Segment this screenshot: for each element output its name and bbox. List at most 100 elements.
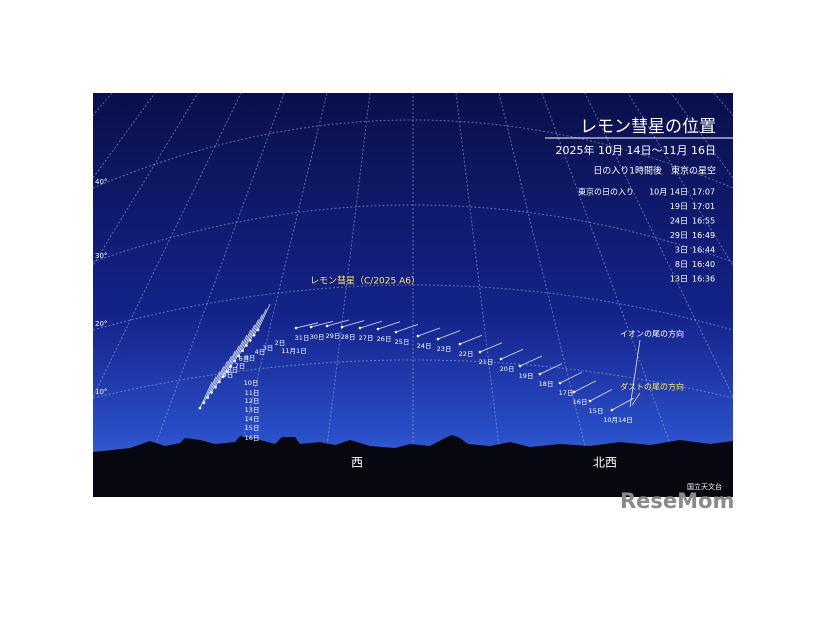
- date-label: 10日: [244, 379, 259, 387]
- comet-tail: [437, 330, 461, 340]
- altitude-label: 10°: [95, 388, 107, 396]
- sunset-date: 13日: [670, 275, 688, 284]
- comet-head: [572, 390, 576, 394]
- azimuth-line: [584, 93, 733, 398]
- date-label: 3日: [263, 344, 274, 352]
- comet-tail: [211, 366, 224, 393]
- date-label: 22日: [459, 350, 474, 358]
- comet-tail: [246, 319, 259, 346]
- comet-head: [225, 370, 229, 373]
- comet-head: [233, 359, 237, 363]
- comet-head: [499, 357, 503, 361]
- sunset-time: 16:49: [692, 231, 715, 240]
- comet-tail: [417, 327, 441, 337]
- comet-tail: [539, 363, 563, 375]
- comet-tail: [559, 371, 583, 384]
- dust-tail-label: ダストの尾の方向: [620, 382, 684, 392]
- comet-head: [252, 333, 256, 337]
- altitude-label: 20°: [95, 320, 107, 328]
- comet-head: [202, 401, 206, 405]
- azimuth-line: [455, 93, 506, 497]
- date-label: 23日: [437, 345, 452, 353]
- date-label: 29日: [326, 332, 341, 340]
- date-label: 19日: [519, 372, 534, 380]
- azimuth-line: [93, 93, 199, 267]
- comet-head: [358, 326, 362, 330]
- comet-tail: [326, 319, 350, 327]
- azimuth-line: [541, 93, 691, 497]
- date-label: 9日: [223, 371, 234, 379]
- comet-tail: [589, 389, 613, 402]
- date-label: 4日: [255, 348, 266, 356]
- comet-head: [558, 381, 562, 385]
- comet-head: [340, 325, 344, 329]
- comet-tail: [238, 329, 252, 357]
- comet-head: [237, 354, 240, 358]
- date-label: 30日: [310, 333, 325, 341]
- date-label: 10月14日: [603, 416, 633, 424]
- altitude-line: [93, 359, 733, 399]
- period: 2025年 10月 14日〜11月 16日: [556, 143, 716, 157]
- sunset-time: 17:07: [692, 188, 715, 197]
- date-label: 16日: [573, 398, 588, 406]
- subtitle: 日の入り1時間後 東京の星空: [593, 165, 716, 177]
- comet-head: [245, 344, 248, 347]
- comet-tail: [611, 397, 635, 411]
- date-label: 5日: [245, 354, 256, 362]
- azimuth-line: [627, 93, 733, 267]
- comet-tail: [249, 314, 263, 341]
- comet-tail: [203, 376, 217, 403]
- date-label: 15日: [589, 407, 604, 415]
- date-label: 26日: [377, 335, 392, 343]
- comet-head: [214, 385, 217, 389]
- comet-head: [416, 334, 420, 338]
- dust-pointer: [631, 392, 641, 406]
- sunset-date: 3日: [675, 246, 688, 255]
- date-label: 13日: [245, 406, 260, 414]
- date-label: 7日: [235, 362, 246, 370]
- sunset-date: 29日: [670, 231, 688, 240]
- credit: 国立天文台: [687, 482, 722, 491]
- direction-west: 西: [351, 456, 363, 470]
- date-label: 12日: [245, 397, 260, 405]
- title: レモン彗星の位置: [580, 117, 716, 137]
- date-label: 31日: [295, 334, 310, 342]
- comet-tail: [519, 355, 543, 367]
- sunset-time: 16:55: [692, 217, 715, 226]
- comet-tail: [377, 321, 401, 330]
- date-label: 17日: [559, 389, 574, 397]
- comet-head: [309, 325, 313, 329]
- comet-tail: [234, 335, 248, 362]
- comet-tail: [253, 309, 267, 336]
- comet-tail: [218, 355, 232, 383]
- date-label: 2日: [275, 339, 286, 347]
- comet-head: [241, 349, 244, 353]
- date-label: 27日: [359, 334, 374, 342]
- altitude-label: 30°: [95, 252, 107, 260]
- date-label: 18日: [539, 380, 554, 388]
- date-label: 28日: [341, 333, 356, 341]
- date-label: 11月1日: [281, 347, 306, 355]
- comet-tail: [215, 361, 228, 388]
- comet-head: [229, 365, 233, 368]
- date-label: 8日: [228, 366, 239, 374]
- date-label: 14日: [245, 415, 260, 423]
- comet-head: [248, 339, 252, 342]
- altitude-label: 40°: [95, 178, 107, 186]
- comet-tail: [222, 350, 236, 377]
- comet-head: [376, 327, 380, 331]
- sunset-time: 16:44: [692, 246, 715, 255]
- comet-tail: [230, 340, 244, 367]
- azimuth-line: [498, 93, 598, 497]
- sunset-date: 19日: [670, 202, 688, 211]
- sunset-time: 16:40: [692, 260, 715, 269]
- date-label: 25日: [395, 338, 410, 346]
- ion-pointer: [629, 339, 641, 408]
- comet-tail: [207, 371, 221, 398]
- comet-tail: [257, 303, 271, 331]
- sunset-date: 10月 14日: [649, 188, 688, 197]
- comet-head: [294, 326, 298, 330]
- comet-head: [518, 364, 522, 368]
- skyline: [93, 435, 733, 497]
